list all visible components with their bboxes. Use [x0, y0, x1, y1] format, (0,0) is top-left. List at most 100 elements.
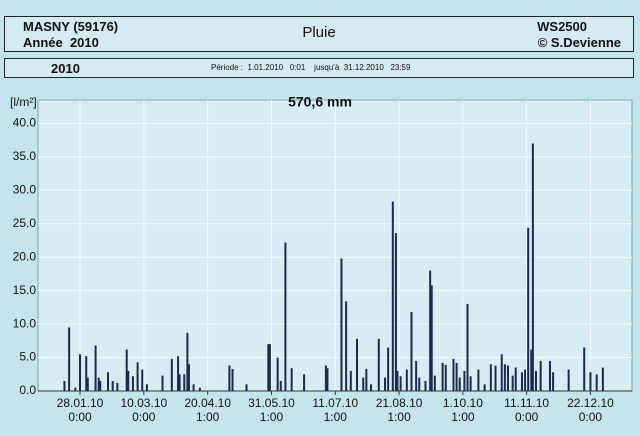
- bar: [530, 349, 533, 391]
- y-tick-label: 25.0: [13, 216, 37, 230]
- bar: [245, 384, 248, 391]
- bar: [107, 372, 110, 391]
- bar: [430, 285, 433, 391]
- bar: [583, 347, 586, 391]
- bar: [290, 368, 293, 391]
- bar: [284, 242, 287, 391]
- author: © S.Devienne: [537, 35, 621, 50]
- title: Pluie: [302, 24, 336, 41]
- y-tick-label: 0.0: [19, 383, 36, 397]
- bar: [170, 358, 173, 391]
- bar: [458, 377, 461, 391]
- bar: [452, 358, 455, 391]
- bar: [192, 384, 195, 391]
- bar: [345, 301, 348, 391]
- x-tick-label: 1.10.10 1:00: [442, 396, 483, 424]
- bar: [514, 367, 517, 391]
- period-box: 2010 Période : 1.01.2010 0:01 jusqu'à 31…: [4, 58, 634, 78]
- bar: [365, 368, 368, 391]
- bar: [178, 374, 181, 391]
- x-tick-label: 22.12.10 0:00: [567, 396, 614, 424]
- bar: [391, 201, 394, 391]
- bar: [415, 360, 418, 391]
- bar: [324, 365, 327, 391]
- bar: [418, 377, 421, 391]
- period: Période : 1.01.2010 0:01 jusqu'à 31.12.2…: [211, 63, 411, 72]
- bar: [231, 368, 234, 391]
- x-tick-label: 28.01.10 0:00: [56, 396, 104, 424]
- bar: [455, 362, 458, 391]
- bar: [527, 227, 530, 391]
- x-tick-label: 10.03.10 0:00: [120, 396, 168, 424]
- bar: [97, 377, 100, 391]
- device: WS2500: [537, 19, 587, 34]
- annotation: 570,6 mm: [288, 94, 352, 110]
- bar: [384, 377, 387, 391]
- bar: [511, 375, 514, 391]
- bar: [198, 387, 201, 391]
- bar: [279, 380, 282, 391]
- bar: [394, 233, 397, 391]
- bar: [377, 338, 380, 391]
- bar: [68, 327, 71, 391]
- bar: [186, 332, 189, 391]
- bar: [63, 380, 66, 391]
- year-label: Année 2010: [23, 35, 99, 50]
- y-axis-label: [l/m²]: [10, 95, 37, 109]
- bar: [349, 370, 352, 391]
- bar: [463, 370, 466, 391]
- header-box: MASNY (59176) Année 2010 Pluie WS2500 © …: [4, 16, 634, 52]
- bar: [552, 372, 555, 391]
- y-tick-label: 15.0: [13, 283, 37, 297]
- bar: [145, 384, 148, 391]
- bar: [303, 374, 306, 391]
- bar: [466, 304, 469, 391]
- bar: [127, 370, 130, 391]
- bar: [396, 370, 399, 391]
- bar: [433, 375, 436, 391]
- bar: [131, 376, 134, 391]
- bar: [534, 370, 537, 391]
- bar: [520, 372, 523, 391]
- bar: [410, 312, 413, 391]
- bar: [405, 369, 408, 391]
- bar: [85, 356, 88, 391]
- bar: [276, 357, 279, 391]
- bar: [340, 258, 343, 391]
- bar: [531, 143, 534, 391]
- bar: [567, 369, 570, 391]
- y-tick-label: 20.0: [13, 249, 37, 263]
- x-tick-label: 20.04.10 1:00: [184, 396, 232, 424]
- bar: [387, 347, 390, 391]
- x-tick-label: 11.07.10 1:00: [312, 396, 359, 424]
- y-tick-label: 40.0: [13, 116, 37, 130]
- bar: [506, 365, 509, 391]
- bar: [125, 349, 128, 391]
- period-year: 2010: [51, 61, 80, 76]
- bar: [399, 376, 402, 391]
- bar: [136, 362, 139, 391]
- bar: [161, 375, 164, 391]
- bar: [94, 345, 97, 391]
- x-tick-label: 21.08.10 1:00: [375, 396, 423, 424]
- bar: [489, 364, 492, 391]
- bar: [268, 344, 271, 391]
- bar: [99, 380, 102, 391]
- bar: [441, 362, 444, 391]
- y-tick-label: 10.0: [13, 316, 37, 330]
- bar: [141, 369, 144, 391]
- bar: [183, 374, 186, 391]
- bar: [524, 369, 527, 391]
- bar: [86, 377, 89, 391]
- bar: [601, 367, 604, 391]
- bar: [503, 364, 506, 391]
- bar: [187, 364, 190, 391]
- bar: [469, 376, 472, 391]
- y-tick-label: 5.0: [19, 350, 36, 364]
- bar: [429, 270, 432, 391]
- y-tick-label: 35.0: [13, 149, 37, 163]
- bar: [539, 360, 542, 391]
- bar: [356, 338, 359, 391]
- bar: [589, 372, 592, 391]
